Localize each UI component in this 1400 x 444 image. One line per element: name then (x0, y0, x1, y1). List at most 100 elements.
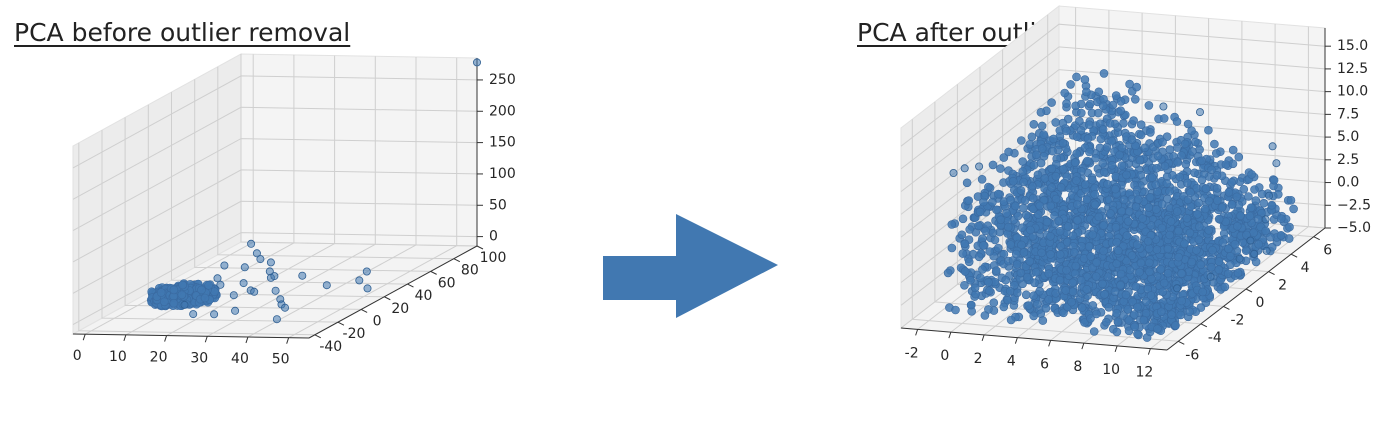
scatter-point (1228, 159, 1238, 169)
scatter-point (1029, 119, 1039, 129)
scatter-point (1070, 269, 1080, 278)
scatter-point (1182, 214, 1192, 223)
scatter-point (1125, 79, 1134, 89)
scatter-point (996, 215, 1006, 225)
scatter-point (1122, 256, 1131, 266)
scatter-point (1107, 136, 1116, 146)
scatter-point (1085, 99, 1095, 109)
scatter-point (1133, 302, 1142, 312)
scatter-point (156, 288, 166, 297)
scatter-point (1036, 158, 1046, 168)
scatter-point (1152, 245, 1162, 254)
scatter-point (1094, 87, 1104, 97)
scatter-point (1111, 91, 1121, 100)
scatter-point (1172, 207, 1182, 216)
scatter-point (974, 221, 983, 231)
scatter-point (988, 160, 998, 170)
scatter-point (177, 290, 187, 300)
scatter-point (1249, 228, 1258, 237)
scatter-point (1214, 265, 1224, 274)
scatter-point (1197, 156, 1207, 166)
scatter-point (1090, 190, 1099, 199)
outlier-point (280, 303, 289, 312)
scatter-point (1030, 278, 1039, 288)
scatter-point (1073, 216, 1082, 225)
scatter-point (1111, 222, 1121, 232)
scatter-point (1144, 244, 1154, 253)
scatter-point (1011, 249, 1021, 259)
scatter-point (951, 305, 960, 315)
scatter-point (1232, 221, 1242, 231)
scatter-point (1140, 143, 1150, 153)
scatter-point (1200, 204, 1210, 214)
scatter-point (1227, 178, 1236, 187)
scatter-point (1062, 126, 1071, 136)
outlier-point (298, 271, 307, 280)
scatter-point (1055, 250, 1065, 259)
scatter-point (1204, 226, 1214, 235)
outlier-point (1159, 102, 1168, 111)
outlier-point (213, 274, 222, 283)
scatter-point (1145, 267, 1154, 277)
outlier-point (1250, 249, 1259, 258)
scatter-point (964, 257, 974, 267)
scatter-point (994, 189, 1003, 199)
scatter-point (1131, 202, 1141, 211)
scatter-point (1098, 101, 1108, 111)
outlier-point (975, 162, 984, 171)
scatter-point (1162, 179, 1172, 188)
outlier-point (229, 291, 238, 300)
outlier-point (1173, 284, 1182, 293)
scatter-point (960, 281, 969, 290)
scatter-point (1185, 307, 1194, 317)
scatter-point (977, 175, 987, 184)
scatter-point (1089, 327, 1099, 336)
outlier-point (266, 258, 275, 267)
scatter-point (1041, 304, 1051, 313)
scatter-point (1107, 160, 1117, 170)
y-tick-label: -2 (1230, 312, 1244, 328)
scatter-point (1060, 88, 1069, 98)
scatter-point (958, 214, 968, 224)
z-tick-label: −5.0 (1337, 220, 1371, 236)
scatter-point (1018, 167, 1027, 176)
outlier-point (1262, 246, 1271, 255)
scatter-point (1061, 286, 1070, 295)
outlier-point (271, 286, 280, 295)
scatter-point (1286, 196, 1296, 205)
scatter-point (1163, 268, 1173, 278)
scatter-point (1018, 157, 1027, 166)
scatter-point (943, 268, 953, 278)
scatter-point (1080, 75, 1090, 84)
scatter-point (965, 225, 974, 234)
scatter-point (999, 153, 1009, 162)
scatter-point (1276, 231, 1286, 240)
outlier-point (231, 306, 240, 315)
outlier-point (240, 263, 249, 272)
scatter-point (1181, 160, 1191, 169)
scatter-point (1072, 149, 1081, 158)
scatter-point (1026, 225, 1035, 235)
scatter-point (1113, 317, 1123, 327)
scatter-point (1151, 205, 1161, 214)
scatter-point (1131, 282, 1141, 291)
scatter-point (1116, 269, 1126, 279)
scatter-point (1019, 248, 1029, 257)
scatter-point (1244, 192, 1253, 201)
scatter-point (1130, 322, 1140, 332)
scatter-point (1044, 295, 1053, 304)
scatter-point (1159, 278, 1169, 288)
scatter-point (985, 286, 994, 296)
scatter-point (992, 205, 1001, 215)
scatter-point (1247, 170, 1256, 179)
scatter3d-after: -2 0 2 4 6 8 10 12-6-4-20246−5.0−2.50.02.55.07.… (899, 4, 1371, 381)
scatter-point (1077, 108, 1086, 118)
outlier-point (216, 280, 225, 289)
scatter-point (1031, 267, 1041, 277)
z-tick-label: 12.5 (1337, 61, 1368, 77)
scatter-point (1055, 226, 1065, 236)
scatter-point (1285, 222, 1294, 232)
outlier-point (960, 164, 969, 173)
outlier-point (1272, 159, 1281, 168)
